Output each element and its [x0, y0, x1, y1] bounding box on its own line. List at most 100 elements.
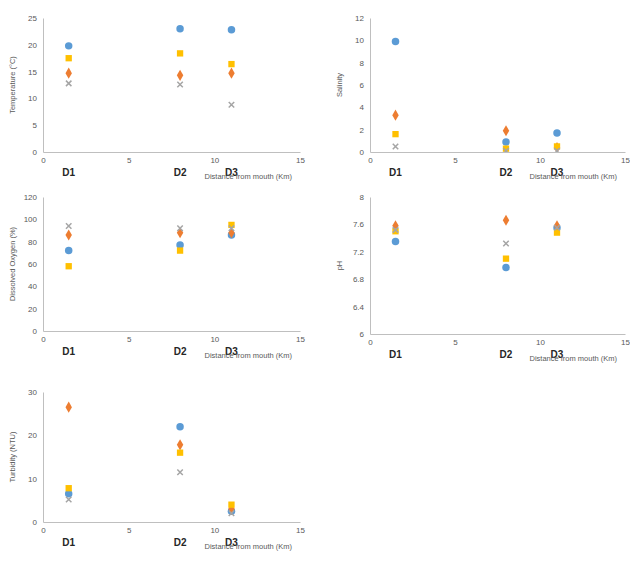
x-tick: 15	[296, 522, 305, 535]
y-axis-title: Turbidity (NTU)	[8, 431, 17, 482]
x-tick-label: 15	[296, 335, 305, 344]
x-axis: 051015	[368, 152, 630, 165]
x-tick: 5	[127, 152, 132, 165]
y-tick: 10	[28, 475, 43, 484]
y-tick-label: 0	[33, 518, 38, 527]
x-tick-label: 0	[368, 156, 373, 165]
point	[177, 469, 182, 474]
plot-area	[65, 402, 235, 516]
point	[66, 223, 71, 228]
point	[177, 70, 183, 81]
y-axis: 66.46.87.27.68	[353, 193, 371, 339]
y-tick: 4	[360, 103, 370, 112]
y-axis-title: Salinity	[335, 73, 344, 97]
x-tick-label: 5	[453, 338, 458, 347]
y-tick-label: 30	[28, 388, 37, 397]
panel: 66.46.87.27.68051015D1D2D3Distance from …	[335, 193, 630, 363]
y-tick-label: 0	[360, 148, 365, 157]
x-axis-line	[44, 152, 301, 153]
point	[65, 229, 71, 240]
y-axis-line	[43, 19, 44, 153]
y-tick-label: 60	[28, 260, 37, 269]
x-tick-label: 15	[296, 156, 305, 165]
x-axis-title: Distance from mouth (Km)	[529, 172, 617, 181]
y-axis-line	[370, 198, 371, 335]
site-label: D1	[62, 167, 75, 178]
point	[393, 227, 398, 232]
y-tick-label: 8	[360, 59, 365, 68]
point	[228, 502, 234, 508]
y-tick: 120	[24, 193, 43, 202]
y-tick-label: 10	[28, 94, 37, 103]
x-tick: 0	[368, 152, 373, 165]
x-tick: 10	[210, 152, 219, 165]
y-tick: 30	[28, 388, 43, 397]
x-tick-label: 15	[621, 156, 630, 165]
y-tick: 8	[360, 193, 370, 202]
plot-area	[392, 215, 561, 272]
y-axis: 020406080100120	[24, 193, 44, 336]
point	[229, 102, 234, 107]
y-tick: 6	[360, 81, 370, 90]
x-tick-label: 0	[41, 156, 46, 165]
site-label: D2	[174, 537, 187, 548]
x-tick-label: 0	[41, 526, 46, 535]
y-tick-label: 20	[28, 305, 37, 314]
point	[392, 38, 399, 45]
y-axis-line	[370, 19, 371, 153]
point	[392, 228, 398, 234]
x-tick: 5	[127, 331, 132, 344]
x-axis: 0 5 10 15	[41, 152, 305, 165]
y-axis-title: Dissolved Oxygen (%)	[8, 226, 17, 301]
y-tick-label: 4	[360, 103, 365, 112]
x-tick-label: 5	[127, 335, 132, 344]
y-tick: 6.4	[353, 303, 370, 312]
point	[229, 226, 234, 231]
y-tick-label: 40	[28, 282, 37, 291]
y-tick: 20	[28, 41, 43, 50]
point	[554, 225, 559, 230]
point	[392, 131, 398, 137]
point	[228, 61, 234, 67]
point	[554, 142, 560, 152]
y-axis: 024681012	[355, 14, 370, 157]
point	[392, 110, 398, 121]
x-axis-title: Distance from mouth (Km)	[204, 351, 292, 360]
point	[393, 144, 398, 149]
x-axis: 051015	[368, 334, 630, 347]
y-axis-title: pH	[335, 261, 344, 271]
x-tick: 0	[41, 152, 46, 165]
x-tick: 15	[296, 152, 305, 165]
panel: 024681012051015D1D2D3Distance from mouth…	[335, 14, 630, 181]
plot-area	[392, 38, 561, 152]
y-tick: 40	[28, 282, 43, 291]
y-axis-title: Temperature (°C)	[8, 56, 17, 114]
site-label: D1	[389, 349, 402, 360]
y-tick-label: 6	[360, 81, 365, 90]
x-tick-label: 10	[210, 335, 219, 344]
x-axis-title: Distance from mouth (Km)	[529, 354, 617, 363]
y-tick-label: 6	[360, 330, 365, 339]
point	[229, 511, 234, 516]
x-tick: 0	[41, 522, 46, 535]
point	[66, 485, 72, 491]
point	[65, 402, 71, 413]
y-tick-label: 0	[33, 327, 38, 336]
y-axis-line	[43, 198, 44, 332]
point	[503, 215, 509, 226]
x-axis-line	[371, 152, 626, 153]
point	[503, 255, 509, 261]
site-label: D1	[62, 346, 75, 357]
x-axis-title: Distance from mouth (Km)	[204, 172, 292, 181]
point	[176, 25, 183, 32]
y-tick: 10	[28, 94, 43, 103]
point	[503, 148, 508, 152]
y-tick: 25	[28, 14, 43, 23]
y-tick-label: 10	[28, 475, 37, 484]
y-tick-label: 6.8	[353, 275, 365, 284]
site-label: D2	[174, 346, 187, 357]
point	[66, 263, 72, 269]
y-tick-label: 6.4	[353, 303, 365, 312]
y-tick: 7.6	[353, 220, 370, 229]
y-tick-label: 80	[28, 238, 37, 247]
